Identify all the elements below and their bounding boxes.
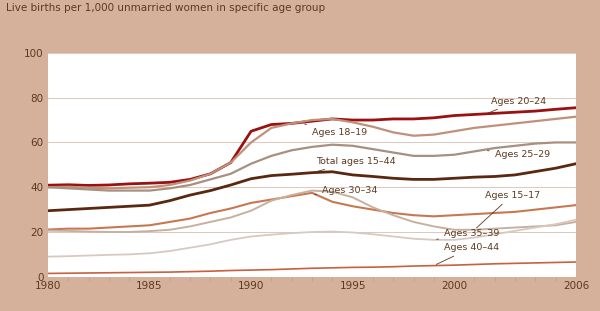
Text: Ages 35–39: Ages 35–39	[437, 229, 499, 239]
Text: Ages 30–34: Ages 30–34	[315, 186, 377, 195]
Text: Total ages 15–44: Total ages 15–44	[314, 157, 395, 172]
Text: Ages 20–24: Ages 20–24	[487, 96, 546, 114]
Text: Ages 15–17: Ages 15–17	[476, 191, 540, 228]
Text: Ages 25–29: Ages 25–29	[487, 150, 550, 159]
Text: Live births per 1,000 unmarried women in specific age group: Live births per 1,000 unmarried women in…	[6, 3, 325, 13]
Text: Ages 40–44: Ages 40–44	[436, 243, 499, 264]
Text: Ages 18–19: Ages 18–19	[305, 124, 367, 137]
